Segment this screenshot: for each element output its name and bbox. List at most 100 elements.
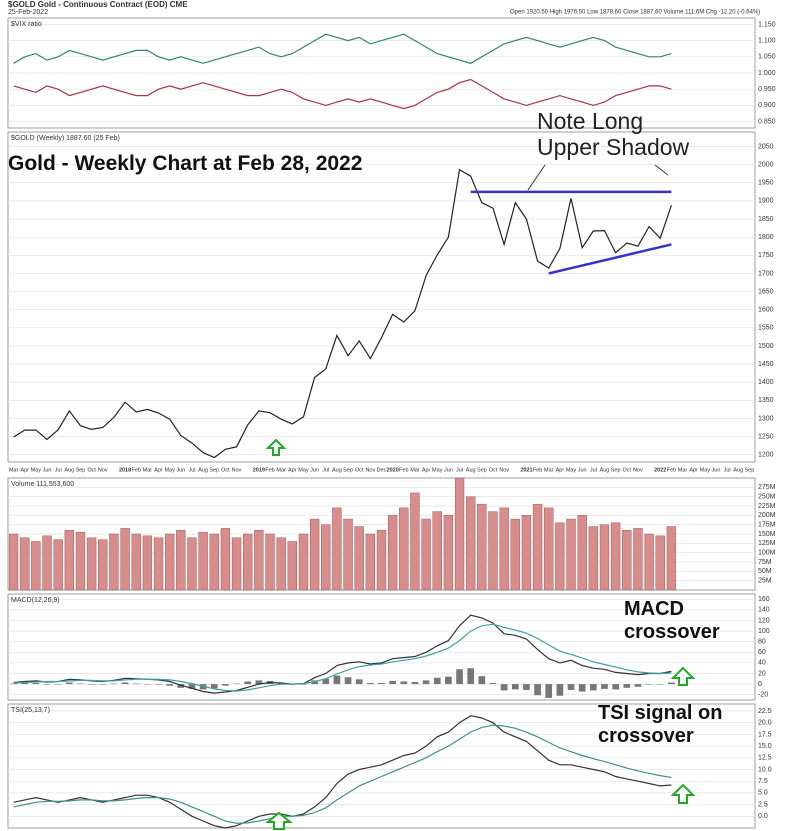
bar	[556, 684, 564, 696]
bar	[577, 515, 587, 591]
x-tick-label: Aug	[64, 467, 74, 473]
bar	[243, 533, 253, 591]
panel-label: MACD(12,26,9)	[11, 597, 60, 604]
bar	[132, 683, 140, 685]
bar	[422, 680, 430, 685]
annotation-line: crossover	[624, 621, 720, 643]
trendline	[548, 243, 672, 275]
x-tick-label: Nov	[633, 467, 643, 473]
y-tick-label: 1.100	[758, 37, 776, 44]
bar	[376, 530, 387, 591]
bar	[88, 684, 95, 685]
bar	[601, 684, 608, 689]
bar	[668, 682, 675, 685]
bar	[53, 539, 63, 591]
x-tick-label: Feb	[131, 467, 140, 473]
bar	[511, 684, 519, 690]
y-tick-label: 1300	[758, 415, 774, 422]
x-tick-label: 2021	[520, 467, 532, 473]
bar	[86, 537, 97, 591]
bar	[155, 684, 162, 685]
y-tick-label: 1850	[758, 216, 774, 223]
bar	[99, 684, 107, 685]
panel	[7, 131, 756, 463]
bar	[166, 684, 174, 686]
bar	[378, 683, 385, 685]
x-tick-label: Jun	[578, 467, 587, 473]
panel-label: $VIX ratio	[11, 21, 42, 28]
bar	[354, 526, 364, 591]
bar	[77, 683, 84, 685]
bar	[666, 526, 677, 591]
bar	[400, 681, 408, 685]
x-tick-label: Apr	[689, 467, 698, 473]
x-tick-label: Jun	[444, 467, 453, 473]
bar	[510, 518, 520, 591]
y-tick-label: 75M	[758, 559, 772, 566]
bar	[287, 541, 297, 591]
bar	[276, 537, 286, 591]
y-tick-label: 1700	[758, 270, 774, 277]
bar	[634, 684, 642, 687]
bar	[120, 528, 130, 591]
bar	[98, 539, 108, 591]
bar	[332, 507, 342, 591]
bar	[610, 522, 621, 591]
x-tick-label: Mar	[276, 467, 286, 473]
bar	[65, 682, 73, 685]
bar	[467, 668, 475, 685]
bar	[165, 533, 175, 591]
bar	[109, 533, 119, 591]
y-tick-label: 15.0	[758, 743, 772, 750]
bar	[355, 679, 363, 685]
x-tick-label: Jun	[712, 467, 721, 473]
arrow	[265, 438, 287, 456]
bar	[209, 533, 219, 591]
bar	[31, 541, 41, 591]
x-tick-label: 2022	[654, 467, 666, 473]
x-tick-label: Feb	[533, 467, 542, 473]
y-tick-label: 1250	[758, 433, 774, 440]
bar	[54, 684, 62, 685]
x-tick-label: Feb	[265, 467, 274, 473]
x-tick-label: Feb	[667, 467, 676, 473]
x-tick-label: Nov	[98, 467, 108, 473]
x-tick-label: Aug	[733, 467, 743, 473]
bar	[578, 684, 586, 692]
bar	[177, 684, 185, 688]
bar	[644, 533, 654, 591]
bar	[343, 518, 353, 591]
x-tick-label: Nov	[232, 467, 242, 473]
x-tick-label: Oct	[221, 467, 230, 473]
panel-label: Volume 111,553,600	[11, 481, 74, 488]
y-tick-label: 1200	[758, 452, 774, 459]
annotation-line: MACD	[624, 598, 684, 620]
x-tick-label: Feb	[399, 467, 408, 473]
bar	[233, 683, 240, 685]
annotation: TSI signal on crossover	[598, 702, 722, 748]
bar	[121, 682, 129, 685]
bar	[466, 496, 476, 591]
arrow	[670, 783, 696, 804]
bar	[8, 533, 19, 591]
line	[13, 623, 672, 692]
x-tick-label: May	[164, 467, 175, 473]
x-tick-label: May	[432, 467, 443, 473]
annotation-line: crossover	[598, 725, 694, 747]
bar	[21, 683, 29, 685]
y-tick-label: 5.0	[758, 790, 768, 797]
bar	[309, 518, 320, 591]
panel-label: $GOLD (Weekly) 1887.60 (25 Feb)	[11, 135, 120, 142]
bar	[588, 526, 598, 591]
annotation-line: Note Long	[537, 108, 644, 134]
bar	[623, 684, 631, 688]
bar	[265, 533, 275, 591]
x-tick-label: May	[298, 467, 309, 473]
y-tick-label: 160	[758, 596, 770, 603]
y-tick-label: 1350	[758, 397, 774, 404]
y-tick-label: 1600	[758, 307, 774, 314]
y-tick-label: 0.900	[758, 102, 776, 109]
bar	[367, 683, 374, 685]
bar	[389, 680, 396, 685]
